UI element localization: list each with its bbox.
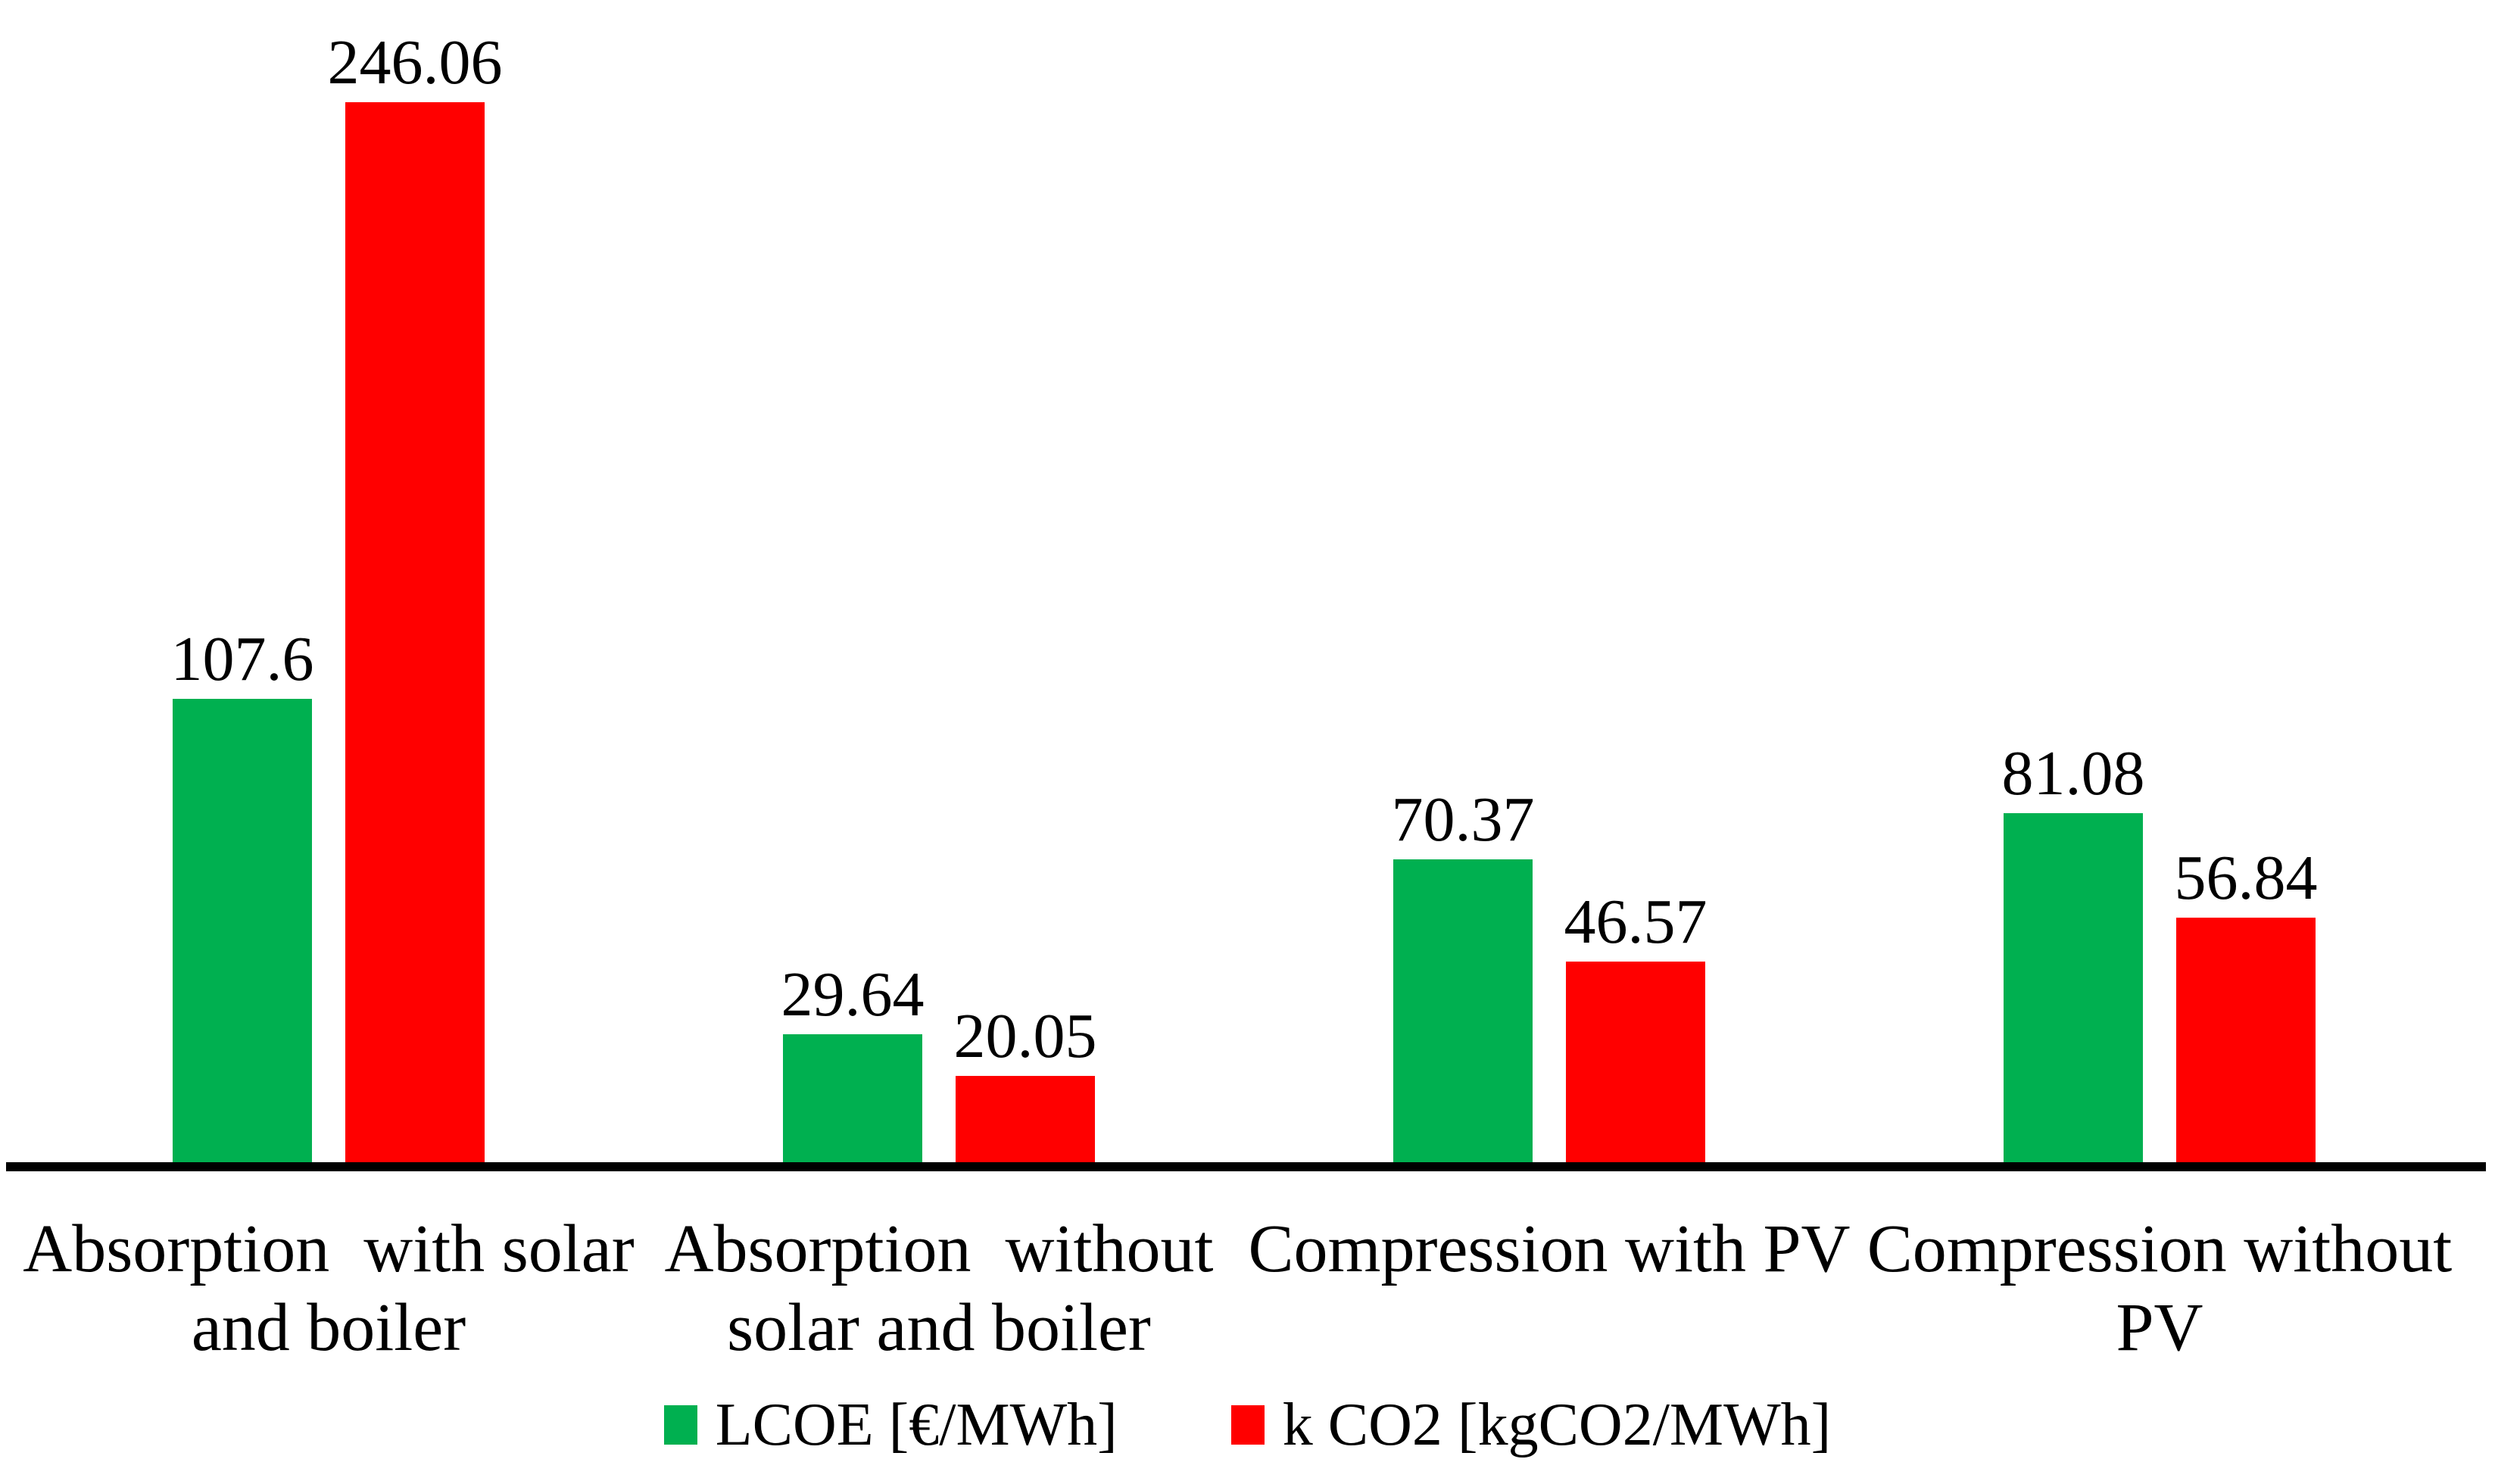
legend-swatch-lcoe-icon	[663, 1405, 697, 1445]
bar-lcoe-group2	[783, 1034, 922, 1162]
value-label-lcoe-group1: 107.6	[170, 624, 314, 694]
category-label-group2: Absorption without solar and boiler	[664, 1211, 1214, 1366]
value-label-co2-group1: 246.06	[327, 27, 503, 98]
legend-label-lcoe: LCOE [€/MWh]	[715, 1392, 1118, 1458]
legend: LCOE [€/MWh] k CO2 [kgCO2/MWh]	[0, 1392, 2495, 1458]
legend-entry-lcoe: LCOE [€/MWh]	[663, 1392, 1118, 1458]
legend-label-co2: k CO2 [kgCO2/MWh]	[1282, 1392, 1832, 1458]
bar-co2-group2	[956, 1076, 1095, 1162]
value-label-lcoe-group3: 70.37	[1391, 784, 1535, 855]
category-label-group3: Compression with PV	[1248, 1211, 1851, 1286]
value-label-lcoe-group2: 29.64	[781, 959, 925, 1030]
legend-swatch-co2-icon	[1230, 1405, 1265, 1445]
value-label-co2-group3: 46.57	[1564, 887, 1708, 957]
legend-entry-co2: k CO2 [kgCO2/MWh]	[1230, 1392, 1832, 1458]
bar-co2-group4	[2176, 918, 2316, 1162]
bar-lcoe-group1	[173, 699, 312, 1162]
bar-co2-group3	[1566, 962, 1705, 1162]
value-label-lcoe-group4: 81.08	[2001, 738, 2145, 809]
x-axis-line	[6, 1162, 2486, 1171]
category-label-group1: Absorption with solar and boiler	[23, 1211, 635, 1366]
bar-lcoe-group4	[2004, 813, 2143, 1162]
bar-co2-group1	[345, 102, 485, 1162]
bar-lcoe-group3	[1393, 859, 1533, 1162]
category-label-group4: Compression without PV	[1867, 1211, 2453, 1366]
value-label-co2-group4: 56.84	[2174, 843, 2318, 913]
value-label-co2-group2: 20.05	[953, 1001, 1097, 1071]
